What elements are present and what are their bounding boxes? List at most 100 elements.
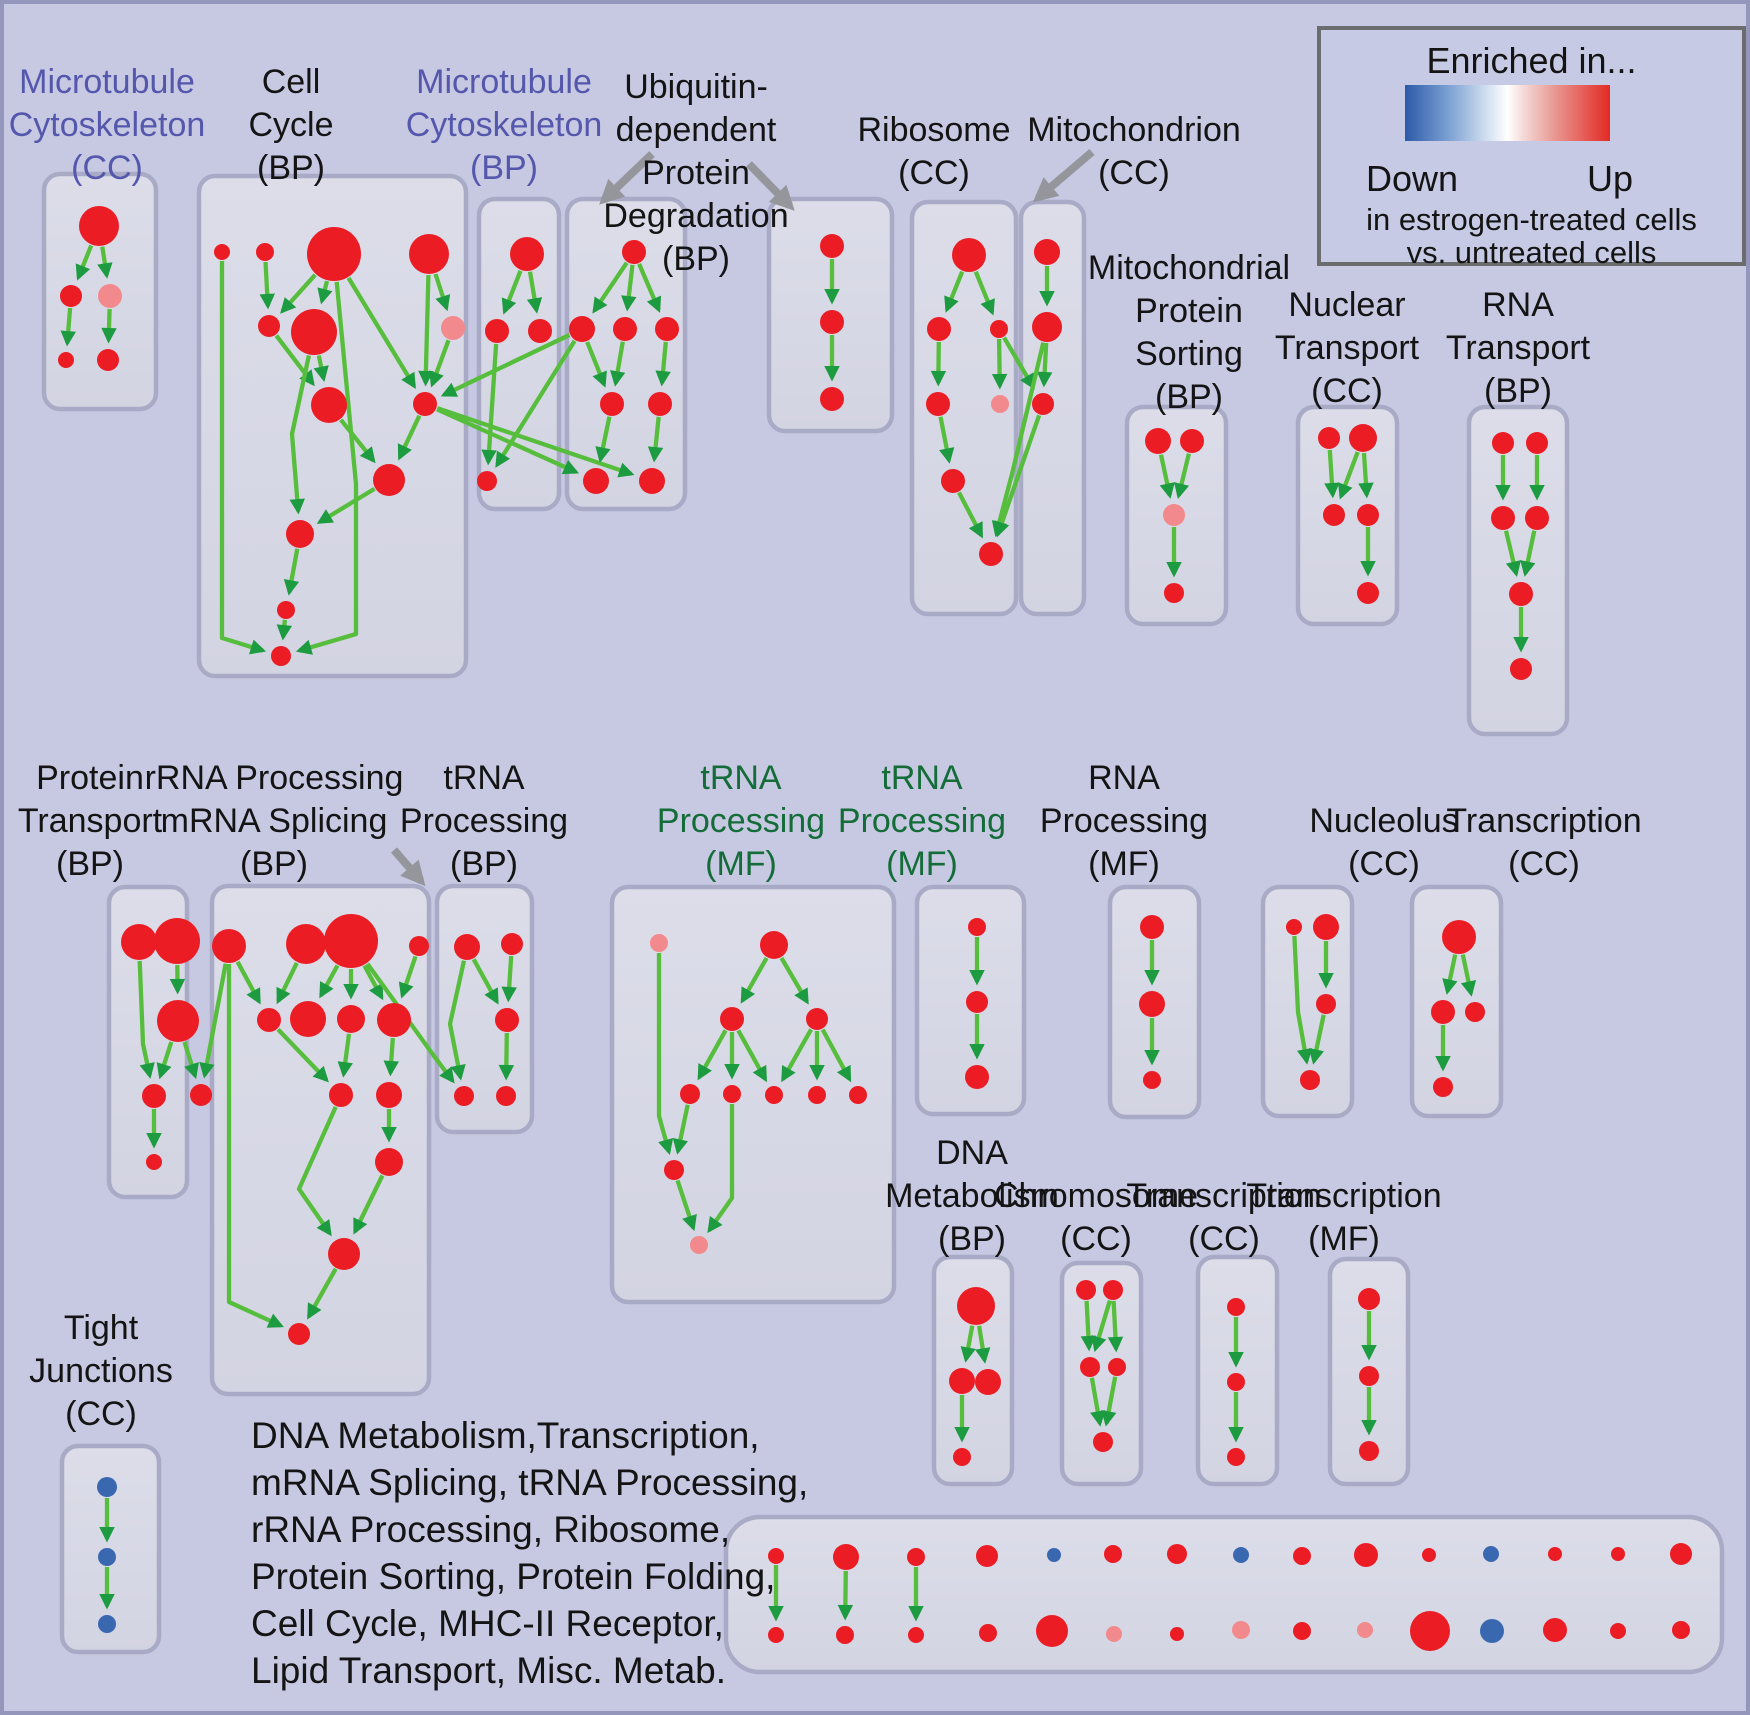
go-term-node-x10b bbox=[1357, 1622, 1373, 1638]
go-term-node-ms2 bbox=[1180, 429, 1204, 453]
cluster-label-line: (CC) bbox=[1311, 372, 1383, 410]
edge-cc11-cc12 bbox=[283, 548, 300, 596]
edge-cc12-cc13 bbox=[276, 619, 293, 641]
edge-rr1-rr5 bbox=[235, 960, 261, 1005]
edge-rr8-rr10 bbox=[383, 1037, 400, 1077]
edge-cc9-cc10 bbox=[397, 414, 422, 461]
edge-ch2-ch3 bbox=[1091, 1299, 1112, 1353]
go-term-node-rp2 bbox=[1139, 991, 1165, 1017]
go-term-node-x13t bbox=[1548, 1547, 1562, 1561]
edge-rt3-rt5 bbox=[1503, 530, 1521, 577]
edge-cc2-cc5 bbox=[259, 261, 275, 310]
go-term-node-rb4 bbox=[926, 392, 950, 416]
go-term-node-nt3 bbox=[1323, 504, 1345, 526]
go-term-node-x6b bbox=[1106, 1626, 1122, 1642]
edge-tb1-tb3 bbox=[471, 958, 499, 1005]
cluster-label-line: Transport bbox=[1445, 329, 1591, 367]
cluster-label-line: (CC) bbox=[1508, 845, 1580, 883]
go-term-node-rb2 bbox=[927, 317, 951, 341]
cluster-label-line: Cell bbox=[261, 63, 321, 101]
edge-rr7-rr9 bbox=[337, 1033, 353, 1078]
edge-cc10-cc11 bbox=[316, 486, 376, 524]
go-term-node-ts3 bbox=[965, 1065, 989, 1089]
cluster-label-line: (MF) bbox=[705, 845, 777, 883]
cluster-label-line: mRNA Splicing bbox=[160, 802, 388, 840]
edge-tm1-tm10 bbox=[656, 953, 674, 1156]
go-term-node-nc2 bbox=[1313, 914, 1339, 940]
cluster-label-line: Sorting bbox=[1135, 335, 1243, 373]
go-term-node-rt4 bbox=[1525, 506, 1549, 530]
go-term-node-u17 bbox=[583, 468, 609, 494]
go-term-node-cc9 bbox=[413, 392, 437, 416]
go-term-node-tm1 bbox=[650, 934, 668, 952]
cluster-label-line: (BP) bbox=[257, 149, 325, 187]
cluster-box-x bbox=[723, 1514, 1725, 1675]
go-term-node-rb1 bbox=[952, 238, 986, 272]
cluster-label-line: Processing bbox=[656, 802, 826, 840]
edge-tm4-tm9 bbox=[820, 1028, 852, 1083]
go-term-node-nt5 bbox=[1357, 582, 1379, 604]
go-term-node-x10t bbox=[1354, 1543, 1378, 1567]
label-pointer-arrow-1 bbox=[599, 151, 655, 205]
cluster-label-line: Microtubule bbox=[19, 63, 195, 101]
go-term-node-x3b bbox=[908, 1627, 924, 1643]
cluster-label-line: (BP) bbox=[662, 240, 730, 278]
edge-ch1-ch3 bbox=[1080, 1300, 1097, 1352]
go-term-node-ch5 bbox=[1093, 1432, 1113, 1452]
edge-cc6-cc11 bbox=[289, 355, 312, 515]
go-term-node-x14t bbox=[1611, 1547, 1625, 1561]
cluster-label-mito-sorting: Mitochondrial Protein Sorting (BP) bbox=[1088, 247, 1290, 419]
cluster-label-line: Protein bbox=[642, 154, 750, 192]
go-term-node-rb6 bbox=[941, 469, 965, 493]
edge-tc1-tc2 bbox=[1442, 954, 1458, 995]
go-term-node-u15 bbox=[600, 392, 624, 416]
go-term-node-cc5 bbox=[258, 315, 280, 337]
edge-rr3-tb4 bbox=[365, 962, 455, 1084]
go-term-node-tb2 bbox=[501, 933, 523, 955]
annotation-line: Cell Cycle, MHC-II Receptor, bbox=[251, 1603, 724, 1644]
go-term-node-rr6 bbox=[290, 1001, 326, 1037]
label-pointer-arrow-2 bbox=[746, 161, 795, 211]
go-term-node-nc4 bbox=[1300, 1070, 1320, 1090]
edge-rb1-rb3 bbox=[973, 270, 995, 316]
go-term-node-rt5 bbox=[1509, 582, 1533, 606]
go-term-node-rr3 bbox=[324, 914, 378, 968]
cluster-label-line: Processing bbox=[837, 802, 1007, 840]
edge-cc9-u18 bbox=[436, 406, 635, 478]
go-term-node-t23 bbox=[1227, 1448, 1245, 1466]
edge-nt2-nt3 bbox=[1338, 451, 1360, 500]
go-term-node-tb5 bbox=[496, 1086, 516, 1106]
go-term-node-rr9 bbox=[329, 1083, 353, 1107]
go-term-node-x3t bbox=[907, 1548, 925, 1566]
edge-ms2-ms3 bbox=[1174, 453, 1191, 499]
go-term-node-x4t bbox=[976, 1545, 998, 1567]
edge-rr12-rr13 bbox=[306, 1267, 338, 1320]
cluster-label-ribosome: Ribosome (CC) bbox=[857, 109, 1010, 195]
go-term-node-mc1 bbox=[79, 206, 119, 246]
go-term-node-rp1 bbox=[1140, 915, 1164, 939]
cluster-label-line: DNA bbox=[936, 1134, 1008, 1172]
edge-dm1-dm3 bbox=[975, 1325, 991, 1364]
go-term-node-rr2 bbox=[286, 924, 326, 964]
go-term-node-x11t bbox=[1422, 1548, 1436, 1562]
cluster-label-line: (MF) bbox=[1308, 1220, 1380, 1258]
cluster-label-line: Cycle bbox=[248, 106, 334, 144]
go-term-node-x7b bbox=[1170, 1627, 1184, 1641]
edge-tm10-tm11 bbox=[675, 1179, 697, 1232]
go-term-node-tm9 bbox=[849, 1086, 867, 1104]
go-term-node-mb3 bbox=[528, 319, 552, 343]
cluster-label-line: Nuclear bbox=[1288, 286, 1406, 324]
go-term-node-t32 bbox=[1359, 1366, 1379, 1386]
go-term-node-pt2 bbox=[154, 918, 200, 964]
go-term-node-pt1 bbox=[121, 924, 157, 960]
legend-down-label: Down bbox=[1366, 158, 1459, 199]
go-term-node-x4b bbox=[979, 1624, 997, 1642]
edge-cc1-cc13 bbox=[219, 261, 267, 655]
cluster-label-line: RNA bbox=[1482, 286, 1554, 324]
edge-pt3-pt5 bbox=[182, 1041, 199, 1080]
edge-mb1-mb3 bbox=[526, 271, 543, 314]
go-term-node-tm8 bbox=[808, 1086, 826, 1104]
cluster-label-line: (BP) bbox=[55, 845, 124, 883]
edge-rr9-rr12 bbox=[296, 1106, 338, 1237]
go-term-node-rr11 bbox=[375, 1148, 403, 1176]
